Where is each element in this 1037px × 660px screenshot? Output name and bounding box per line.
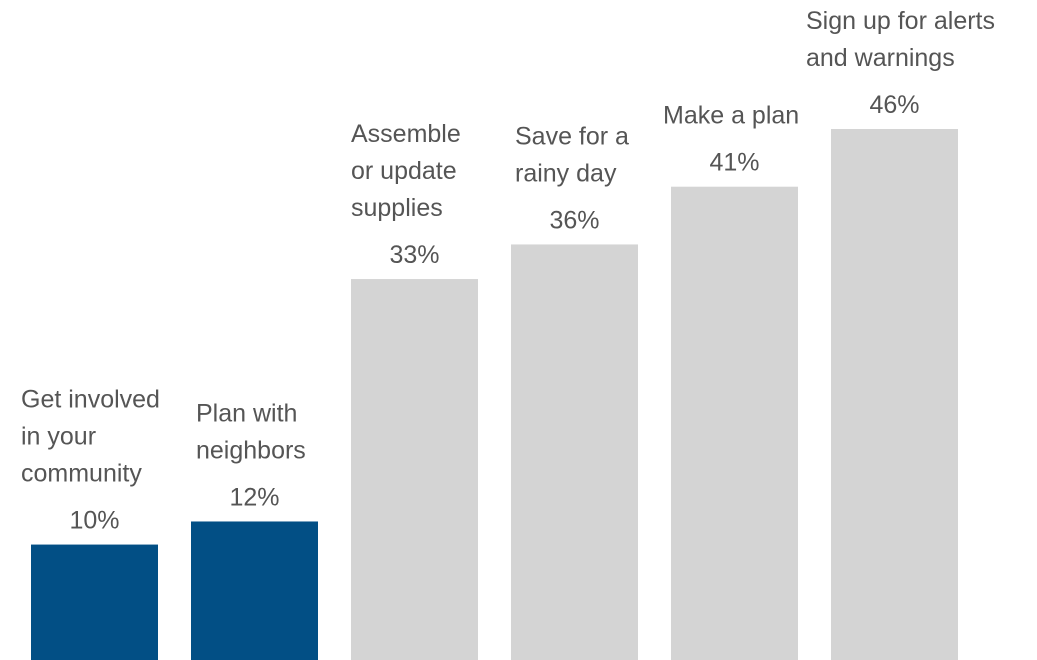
category-label-line: Plan with xyxy=(196,399,297,427)
bar-2 xyxy=(351,279,478,660)
category-label-line: neighbors xyxy=(196,436,306,464)
category-label-5: Sign up for alerts and warnings xyxy=(806,7,995,72)
bar-3 xyxy=(511,244,638,660)
value-label-0: 10% xyxy=(69,507,119,535)
value-label-3: 36% xyxy=(549,206,599,234)
category-label-3: Save for a rainy day xyxy=(515,122,629,187)
bar-0 xyxy=(31,544,158,660)
value-label-5: 46% xyxy=(869,91,919,119)
category-label-line: Make a plan xyxy=(663,102,799,130)
category-label-line: Assemble xyxy=(351,120,461,148)
category-label-line: supplies xyxy=(351,194,443,222)
category-label-line: Save for a xyxy=(515,122,629,150)
category-label-line: in your xyxy=(21,423,96,451)
category-label-line: Sign up for alerts xyxy=(806,7,995,35)
category-label-4: Make a plan xyxy=(663,102,799,130)
bar-1 xyxy=(191,521,318,660)
bar-4 xyxy=(671,186,798,660)
category-label-line: rainy day xyxy=(515,159,617,187)
value-label-2: 33% xyxy=(389,241,439,269)
value-label-4: 41% xyxy=(709,149,759,177)
category-label-line: or update xyxy=(351,157,457,185)
category-label-1: Plan with neighbors xyxy=(196,399,306,464)
category-label-0: Get involved in your community xyxy=(21,386,160,488)
bar-5 xyxy=(831,129,958,660)
labels-group: 10% Get involved in your community 12% Plan w… xyxy=(21,7,995,535)
bars-group xyxy=(31,129,958,660)
category-label-line: and warnings xyxy=(806,44,955,72)
category-label-line: community xyxy=(21,460,142,488)
value-label-1: 12% xyxy=(229,483,279,511)
category-label-2: Assemble or update supplies xyxy=(351,120,461,222)
category-label-line: Get involved xyxy=(21,386,160,414)
